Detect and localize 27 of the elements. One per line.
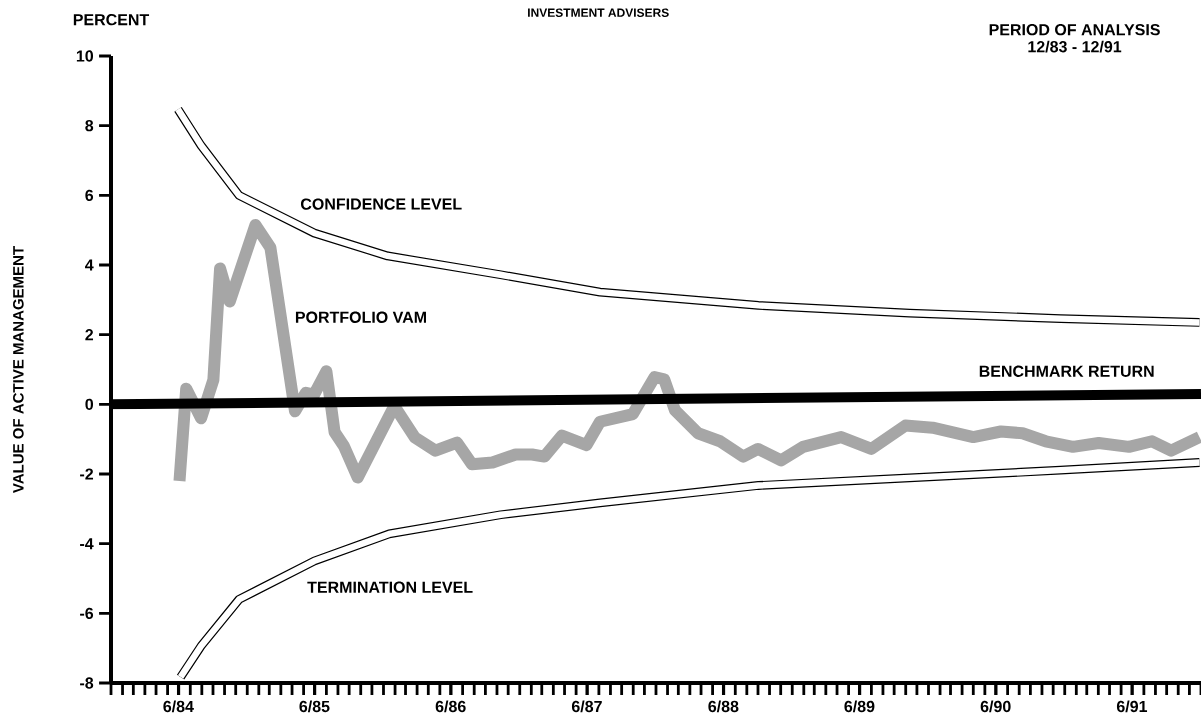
series-label: BENCHMARK RETURN xyxy=(979,365,1154,377)
chart-title: INVESTMENT ADVISERS xyxy=(528,8,669,17)
text: 12/83 - 12/91 xyxy=(1028,40,1122,53)
x-tick-label: 6/88 xyxy=(708,700,739,713)
y-tick-label: -2 xyxy=(80,468,94,480)
text: PERIOD OF ANALYSIS xyxy=(989,24,1160,36)
series-label: PORTFOLIO VAM xyxy=(295,311,426,323)
text: PERCENT xyxy=(73,13,150,26)
x-tick-label: 6/85 xyxy=(299,700,330,713)
x-tick-label: 6/89 xyxy=(844,700,875,713)
y-tick-label: 10 xyxy=(76,50,94,62)
y-tick-label: -4 xyxy=(80,538,94,550)
y-tick-label: 4 xyxy=(85,259,94,271)
x-tick-label: 6/90 xyxy=(980,700,1011,713)
y-tick-label: 8 xyxy=(85,120,94,132)
x-tick-label: 6/91 xyxy=(1116,700,1148,713)
y-tick-label: 2 xyxy=(85,329,94,341)
y-axis-title: VALUE OF ACTIVE MANAGEMENT xyxy=(13,246,24,494)
x-tick-label: 6/87 xyxy=(571,700,602,713)
y-tick-label: -6 xyxy=(80,607,94,619)
x-tick-label: 6/86 xyxy=(435,700,466,713)
series-label: TERMINATION LEVEL xyxy=(307,581,473,593)
x-tick-label: 6/84 xyxy=(163,700,194,713)
y-tick-label: 0 xyxy=(85,398,94,410)
series-label: CONFIDENCE LEVEL xyxy=(300,198,462,210)
y-tick-label: 6 xyxy=(85,189,94,201)
y-tick-label: -8 xyxy=(80,677,94,689)
